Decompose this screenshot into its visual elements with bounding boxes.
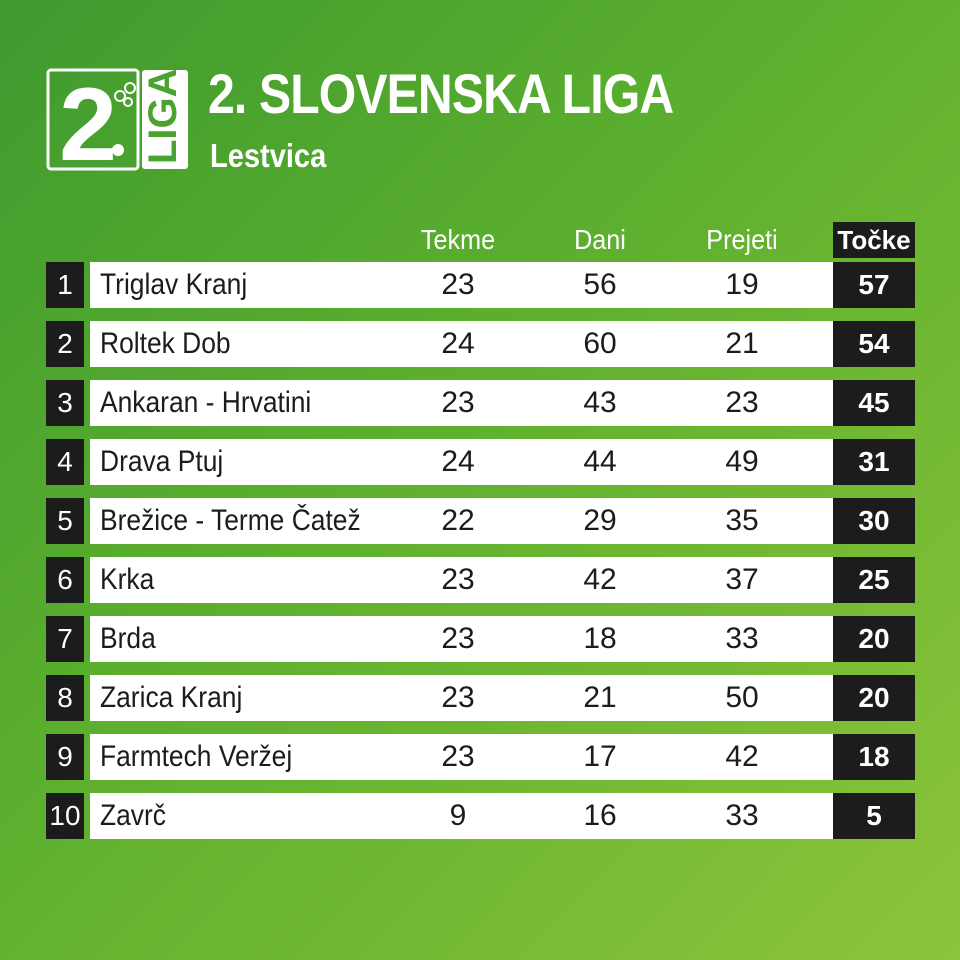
rank-cell: 5 [46, 498, 84, 544]
row-background [90, 793, 833, 839]
column-header-conceded: Prejeti [706, 224, 778, 255]
team-name: Ankaran - Hrvatini [100, 386, 312, 419]
games-cell: 24 [441, 445, 475, 478]
column-header-scored: Dani [574, 224, 626, 255]
points-cell: 30 [833, 498, 915, 544]
games-cell: 23 [441, 622, 475, 655]
scored-cell: 21 [583, 681, 617, 714]
conceded-cell: 33 [725, 622, 759, 655]
conceded-cell: 33 [725, 799, 759, 832]
games-cell: 23 [441, 740, 475, 773]
table-row: 10 Zavrč 9 16 33 5 [0, 793, 960, 839]
conceded-cell: 37 [725, 563, 759, 596]
scored-cell: 56 [583, 268, 617, 301]
scored-cell: 44 [583, 445, 617, 478]
games-cell: 24 [441, 327, 475, 360]
page-title: 2. SLOVENSKA LIGA [208, 62, 674, 125]
team-name: Brda [100, 622, 156, 655]
table-row: 6 Krka 23 42 37 25 [0, 557, 960, 603]
rank-cell: 8 [46, 675, 84, 721]
table-row: 1 Triglav Kranj 23 56 19 57 [0, 262, 960, 308]
rank-cell: 4 [46, 439, 84, 485]
conceded-cell: 50 [725, 681, 759, 714]
scored-cell: 18 [583, 622, 617, 655]
scored-cell: 29 [583, 504, 617, 537]
page-subtitle: Lestvica [210, 137, 327, 174]
svg-text:2: 2 [59, 68, 117, 171]
row-background [90, 498, 833, 544]
table-row: 7 Brda 23 18 33 20 [0, 616, 960, 662]
games-cell: 23 [441, 681, 475, 714]
conceded-cell: 35 [725, 504, 759, 537]
team-name: Drava Ptuj [100, 445, 224, 478]
points-cell: 54 [833, 321, 915, 367]
conceded-cell: 23 [725, 386, 759, 419]
games-cell: 23 [441, 386, 475, 419]
league-logo: 2 LIGA [46, 67, 190, 183]
points-cell: 25 [833, 557, 915, 603]
scored-cell: 16 [583, 799, 617, 832]
rank-cell: 6 [46, 557, 84, 603]
scored-cell: 60 [583, 327, 617, 360]
column-header-games: Tekme [420, 224, 496, 255]
conceded-cell: 21 [725, 327, 759, 360]
svg-text:LIGA: LIGA [141, 68, 185, 164]
scored-cell: 43 [583, 386, 617, 419]
row-background [90, 557, 833, 603]
team-name: Krka [100, 563, 155, 596]
row-background [90, 262, 833, 308]
row-background [90, 616, 833, 662]
team-name: Zarica Kranj [100, 681, 243, 714]
team-name: Triglav Kranj [100, 268, 248, 301]
team-name: Brežice - Terme Čatež [100, 504, 361, 537]
row-background [90, 734, 833, 780]
points-cell: 18 [833, 734, 915, 780]
scored-cell: 42 [583, 563, 617, 596]
team-name: Zavrč [100, 799, 166, 832]
rank-cell: 3 [46, 380, 84, 426]
points-cell: 57 [833, 262, 915, 308]
table-row: 2 Roltek Dob 24 60 21 54 [0, 321, 960, 367]
row-background [90, 380, 833, 426]
table-row: 4 Drava Ptuj 24 44 49 31 [0, 439, 960, 485]
rank-cell: 7 [46, 616, 84, 662]
row-background [90, 321, 833, 367]
games-cell: 23 [441, 563, 475, 596]
games-cell: 23 [441, 268, 475, 301]
table-row: 8 Zarica Kranj 23 21 50 20 [0, 675, 960, 721]
points-cell: 20 [833, 675, 915, 721]
points-cell: 5 [833, 793, 915, 839]
rank-cell: 10 [46, 793, 84, 839]
rank-cell: 9 [46, 734, 84, 780]
team-name: Roltek Dob [100, 327, 231, 360]
games-cell: 9 [449, 799, 467, 832]
games-cell: 22 [441, 504, 475, 537]
column-header-points: Točke [833, 222, 915, 258]
table-row: 3 Ankaran - Hrvatini 23 43 23 45 [0, 380, 960, 426]
conceded-cell: 49 [725, 445, 759, 478]
conceded-cell: 19 [725, 268, 759, 301]
team-name: Farmtech Veržej [100, 740, 293, 773]
rank-cell: 1 [46, 262, 84, 308]
conceded-cell: 42 [725, 740, 759, 773]
table-row: 9 Farmtech Veržej 23 17 42 18 [0, 734, 960, 780]
points-cell: 31 [833, 439, 915, 485]
rank-cell: 2 [46, 321, 84, 367]
row-background [90, 439, 833, 485]
scored-cell: 17 [583, 740, 617, 773]
table-row: 5 Brežice - Terme Čatež 22 29 35 30 [0, 498, 960, 544]
row-background [90, 675, 833, 721]
points-cell: 45 [833, 380, 915, 426]
points-cell: 20 [833, 616, 915, 662]
